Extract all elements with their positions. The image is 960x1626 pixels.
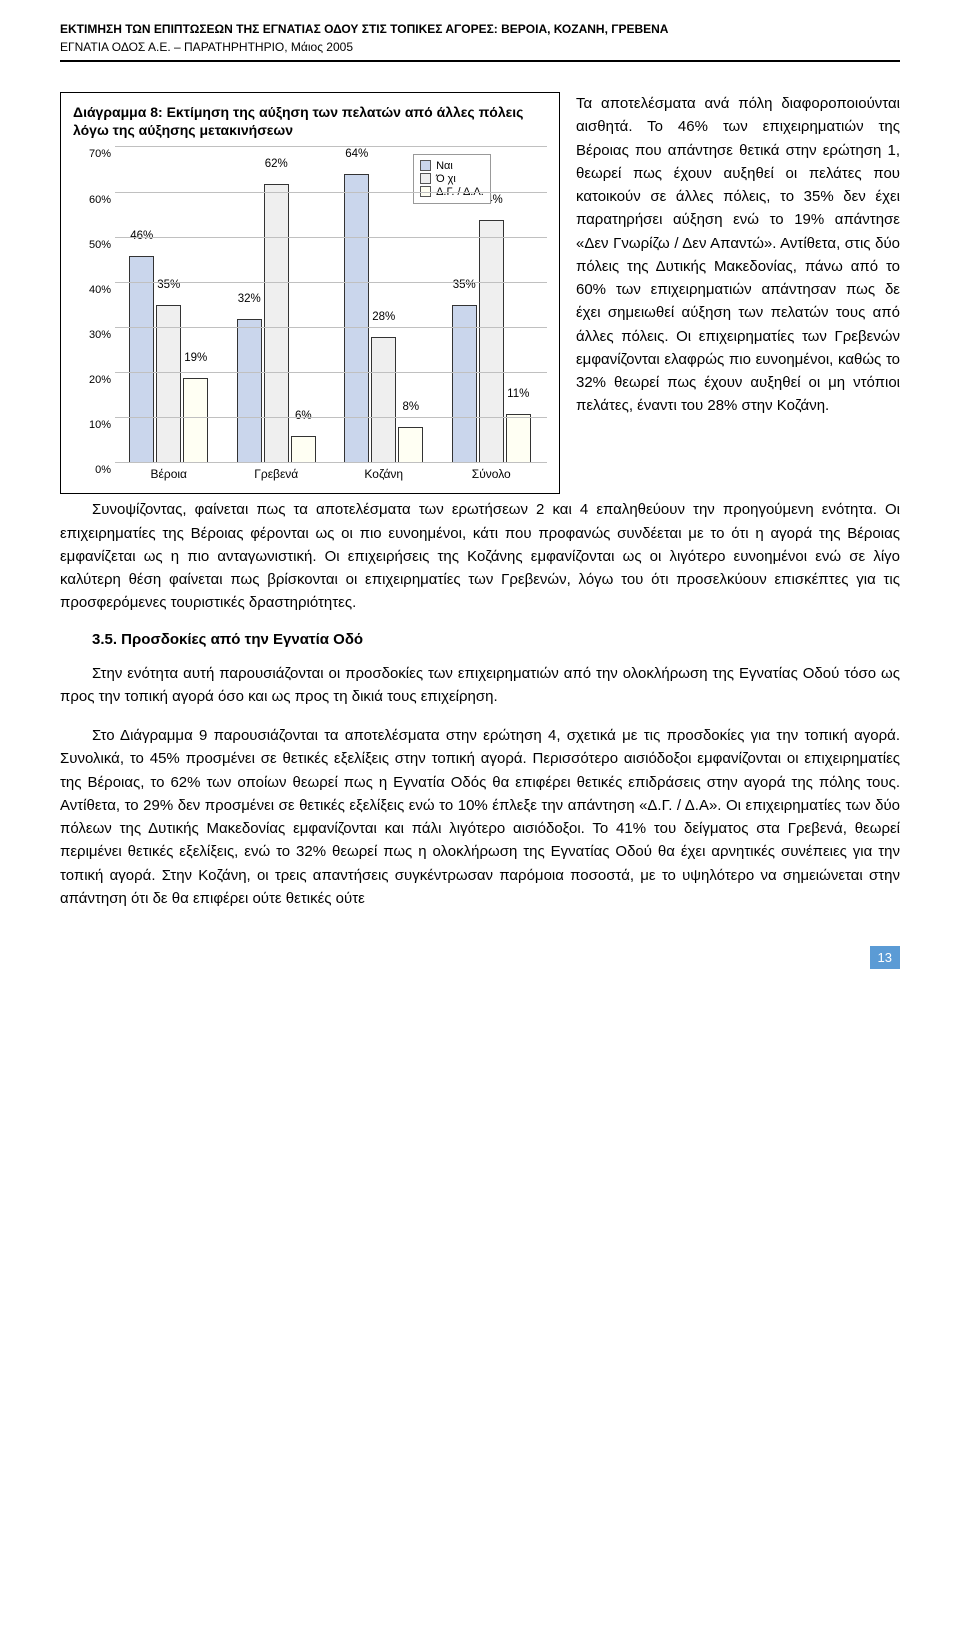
bar — [371, 337, 396, 463]
legend: ΝαιΌ χιΔ.Γ. / Δ.Α. — [413, 154, 491, 204]
bar — [237, 319, 262, 463]
page-number: 13 — [870, 946, 900, 969]
y-tick-label: 30% — [73, 329, 111, 341]
page: ΕΚΤΙΜΗΣΗ ΤΩΝ ΕΠΙΠΤΩΣΕΩΝ ΤΗΣ ΕΓΝΑΤΙΑΣ ΟΔΟ… — [0, 0, 960, 1009]
x-tick-label: Βέροια — [151, 467, 187, 487]
x-tick-label: Κοζάνη — [364, 467, 403, 487]
paragraph-4: Στο Διάγραμμα 9 παρουσιάζονται τα αποτελ… — [60, 724, 900, 910]
bar-value-label: 62% — [256, 158, 296, 170]
gridline — [115, 282, 547, 283]
bar — [183, 378, 208, 464]
gridline — [115, 417, 547, 418]
bar-value-label: 19% — [176, 352, 216, 364]
bar — [291, 436, 316, 463]
gridline — [115, 327, 547, 328]
legend-label: Ό χι — [436, 173, 456, 185]
chart-title: Διάγραμμα 8: Εκτίμηση της αύξηση των πελ… — [73, 103, 547, 139]
chart-plot: 46%35%19%32%62%6%64%28%8%35%54%11%ΝαιΌ χ… — [115, 147, 547, 463]
bar — [506, 414, 531, 464]
bar — [156, 305, 181, 463]
bar-value-label: 28% — [364, 311, 404, 323]
doc-subtitle: ΕΓΝΑΤΙΑ ΟΔΟΣ Α.Ε. – ΠΑΡΑΤΗΡΗΤΗΡΙΟ, Μάιος… — [60, 38, 900, 62]
paragraph-2: Συνοψίζοντας, φαίνεται πως τα αποτελέσμα… — [60, 498, 900, 614]
doc-title: ΕΚΤΙΜΗΣΗ ΤΩΝ ΕΠΙΠΤΩΣΕΩΝ ΤΗΣ ΕΓΝΑΤΙΑΣ ΟΔΟ… — [60, 20, 900, 38]
gridline — [115, 192, 547, 193]
x-tick-label: Γρεβενά — [254, 467, 298, 487]
y-tick-label: 60% — [73, 194, 111, 206]
y-tick-label: 70% — [73, 148, 111, 160]
section-heading: 3.5. Προσδοκίες από την Εγνατία Οδό — [92, 631, 900, 648]
gridline — [115, 462, 547, 463]
legend-item: Ό χι — [420, 173, 484, 185]
bar-value-label: 64% — [337, 148, 377, 160]
y-tick-label: 20% — [73, 374, 111, 386]
gridline — [115, 237, 547, 238]
bar — [452, 305, 477, 463]
bar — [479, 220, 504, 464]
paragraph-3: Στην ενότητα αυτή παρουσιάζονται οι προσ… — [60, 662, 900, 709]
bar-value-label: 8% — [391, 401, 431, 413]
y-tick-label: 10% — [73, 419, 111, 431]
chart-text-wrap: Διάγραμμα 8: Εκτίμηση της αύξηση των πελ… — [60, 92, 900, 498]
y-tick-label: 0% — [73, 464, 111, 476]
legend-swatch — [420, 173, 431, 184]
bar-value-label: 11% — [498, 388, 538, 400]
gridline — [115, 146, 547, 147]
legend-label: Ναι — [436, 160, 453, 172]
y-tick-label: 50% — [73, 239, 111, 251]
chart-plot-area: 46%35%19%32%62%6%64%28%8%35%54%11%ΝαιΌ χ… — [73, 147, 547, 487]
bar — [398, 427, 423, 463]
chart-container: Διάγραμμα 8: Εκτίμηση της αύξηση των πελ… — [60, 92, 560, 494]
legend-item: Ναι — [420, 160, 484, 172]
y-tick-label: 40% — [73, 284, 111, 296]
legend-swatch — [420, 160, 431, 171]
gridline — [115, 372, 547, 373]
x-tick-label: Σύνολο — [472, 467, 511, 487]
